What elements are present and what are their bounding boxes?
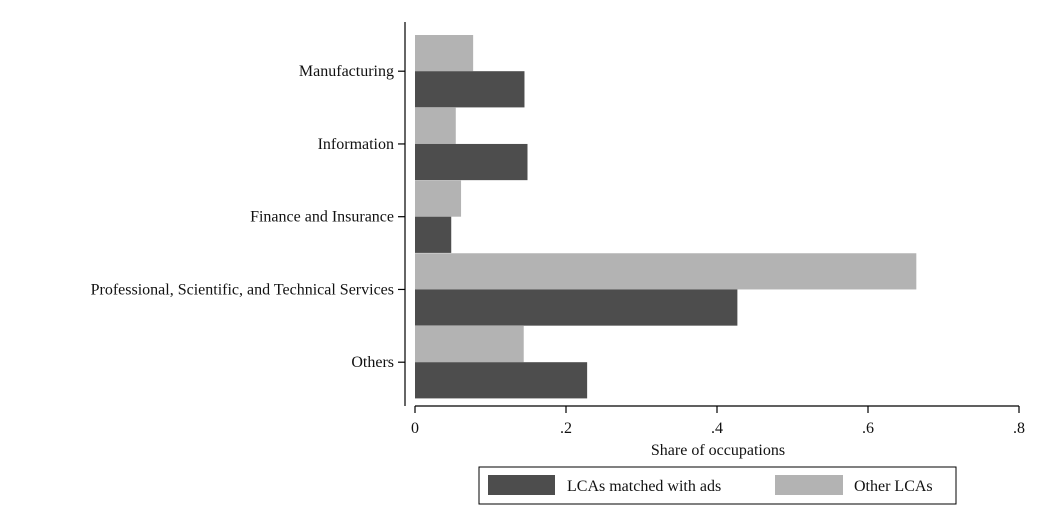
legend-label-matched: LCAs matched with ads [567, 478, 721, 495]
x-tick-label: .8 [1013, 420, 1025, 437]
bar-other-0 [415, 35, 474, 72]
bar-other-2 [415, 180, 462, 217]
bar-other-3 [415, 253, 917, 290]
legend-label-other: Other LCAs [854, 478, 933, 495]
legend-swatch-other [775, 475, 843, 495]
bars-group [415, 35, 917, 399]
y-tick-label: Manufacturing [299, 63, 394, 80]
y-tick-label: Others [351, 354, 394, 371]
x-ticks-group: 0 .2 .4 .6 .8 [411, 406, 1025, 437]
bar-matched-0 [415, 71, 525, 108]
bar-matched-1 [415, 143, 528, 181]
x-tick-label: .6 [862, 420, 874, 437]
y-tick-label: Information [318, 136, 394, 153]
x-axis-title: Share of occupations [651, 442, 785, 459]
bar-other-1 [415, 107, 456, 144]
bar-matched-4 [415, 362, 588, 399]
bar-matched-3 [415, 289, 738, 326]
x-tick-label: 0 [411, 420, 419, 437]
bar-matched-2 [415, 216, 452, 253]
legend: LCAs matched with ads Other LCAs [478, 466, 957, 505]
bar-other-4 [415, 326, 524, 363]
y-ticks-group: Manufacturing Information Finance and Insu… [91, 63, 405, 371]
y-tick-label: Professional, Scientific, and Technical … [91, 281, 394, 298]
y-tick-label: Finance and Insurance [250, 209, 394, 226]
legend-box [478, 466, 957, 505]
x-tick-label: .4 [711, 420, 723, 437]
x-tick-label: .2 [560, 420, 572, 437]
legend-swatch-matched [488, 475, 555, 495]
